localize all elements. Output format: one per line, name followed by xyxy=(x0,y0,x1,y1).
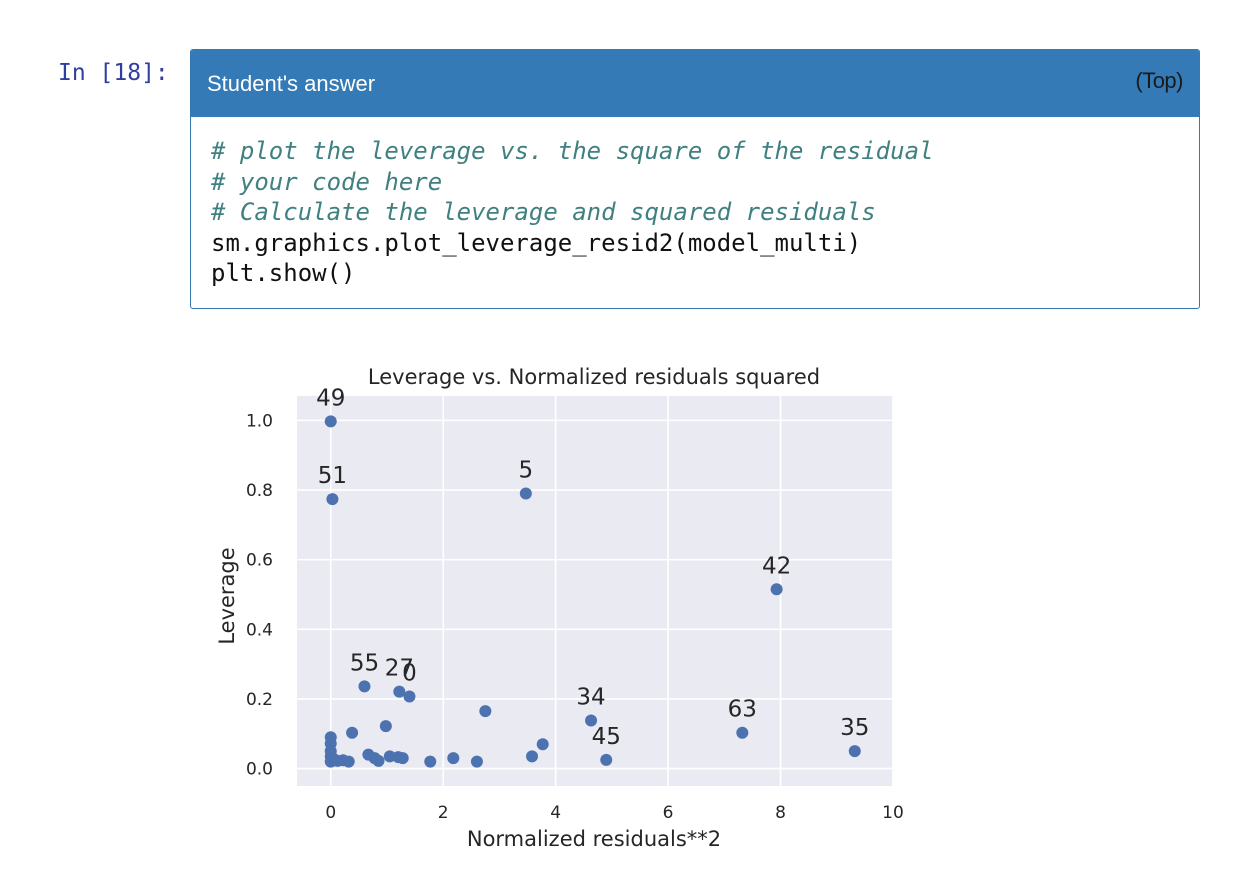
point-annotation: 0 xyxy=(402,661,417,687)
data-point xyxy=(346,726,359,739)
data-point xyxy=(536,738,549,751)
data-point xyxy=(403,690,416,703)
point-annotation: 49 xyxy=(316,385,345,411)
y-tick-label: 1.0 xyxy=(246,411,273,431)
y-tick-label: 0.0 xyxy=(246,760,273,780)
data-point xyxy=(526,750,539,763)
data-point xyxy=(600,753,613,766)
data-point xyxy=(396,752,409,765)
code-line: sm.graphics.plot_leverage_resid2(model_m… xyxy=(211,228,862,257)
x-tick-label: 8 xyxy=(775,803,786,823)
top-link[interactable]: (Top) xyxy=(1135,68,1183,93)
point-annotation: 34 xyxy=(576,685,605,711)
point-annotation: 42 xyxy=(762,553,791,579)
y-tick-label: 0.8 xyxy=(246,481,273,501)
code-line: # Calculate the leverage and squared res… xyxy=(211,198,876,226)
data-point xyxy=(342,755,355,768)
data-point xyxy=(848,745,861,758)
x-tick-label: 10 xyxy=(882,803,904,823)
cell-title: Student's answer xyxy=(207,71,376,96)
data-point xyxy=(519,487,532,500)
point-annotation: 55 xyxy=(350,650,379,676)
point-annotation: 45 xyxy=(592,724,621,750)
code-line: # plot the leverage vs. the square of th… xyxy=(211,137,934,165)
data-point xyxy=(470,755,483,768)
point-annotation: 27 xyxy=(385,656,414,682)
y-axis-label: Leverage xyxy=(215,547,239,644)
x-tick-label: 4 xyxy=(550,803,561,823)
data-point xyxy=(770,583,783,596)
data-point xyxy=(736,726,749,739)
point-annotation: 35 xyxy=(840,715,869,741)
data-point xyxy=(326,493,339,506)
data-point xyxy=(358,680,371,693)
data-point xyxy=(372,754,385,767)
point-annotation: 51 xyxy=(318,463,347,489)
y-tick-label: 0.2 xyxy=(246,690,273,710)
data-point xyxy=(585,714,598,727)
y-tick-label: 0.4 xyxy=(246,620,273,640)
code-editor[interactable]: # plot the leverage vs. the square of th… xyxy=(211,136,933,289)
data-point xyxy=(393,685,406,698)
cell-header: Student's answer (Top) xyxy=(191,50,1199,117)
data-point xyxy=(424,755,437,768)
notebook-cell[interactable]: Student's answer (Top) # plot the levera… xyxy=(190,49,1200,309)
point-annotation: 5 xyxy=(519,458,534,484)
x-tick-label: 6 xyxy=(663,803,674,823)
data-point xyxy=(479,705,492,718)
data-point xyxy=(447,752,460,765)
chart-title: Leverage vs. Normalized residuals square… xyxy=(368,365,820,389)
point-annotation: 63 xyxy=(728,697,757,723)
x-tick-label: 0 xyxy=(325,803,336,823)
data-point xyxy=(379,720,392,733)
code-line: plt.show() xyxy=(211,259,356,287)
data-point xyxy=(324,415,337,428)
cell-prompt: In [18]: xyxy=(58,60,169,86)
y-tick-label: 0.6 xyxy=(246,551,273,571)
x-tick-label: 2 xyxy=(438,803,449,823)
x-axis-label: Normalized residuals**2 xyxy=(467,827,721,851)
code-line: # your code here xyxy=(211,167,443,196)
